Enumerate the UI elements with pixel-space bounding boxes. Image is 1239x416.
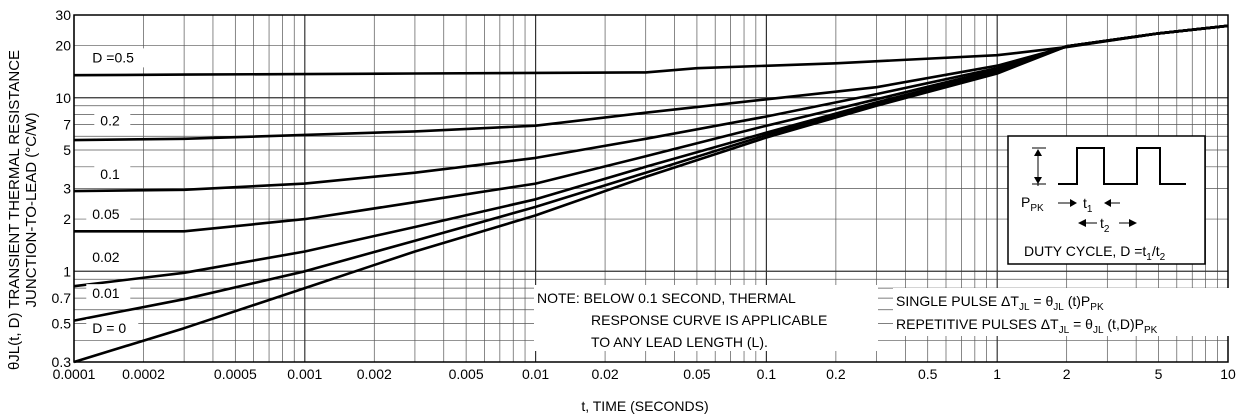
curves [73,24,1229,364]
series-label-1: 0.2 [100,113,120,129]
series-label-bg [86,319,139,339]
y-tick-label: 0.7 [52,290,72,306]
pulse-waveform [1058,147,1186,185]
y-tick-label: 2 [63,211,71,227]
series-line-6 [73,24,1229,364]
single-pulse-formula: SINGLE PULSE ΔTJL = θJL (t)PPK [896,293,1104,313]
duty-cycle-inset: PPK t1 t2 DUTY CYCLE, D =t1/t2 [1007,135,1206,265]
x-tick-label: 0.05 [683,366,710,382]
x-tick-label: 0.005 [449,366,484,382]
note-line2: RESPONSE CURVE IS APPLICABLE [591,312,827,328]
y-tick-label: 1 [63,263,71,279]
x-tick-label: 1 [993,366,1001,382]
x-tick-label: 2 [1063,366,1071,382]
t2-label: t2 [1100,215,1110,235]
t1-label: t1 [1083,195,1093,215]
y-axis-label: θJL(t, D) TRANSIENT THERMAL RESISTANCE J… [6,50,40,370]
series-label-4: 0.02 [92,249,119,265]
y-tick-label: 7 [63,117,71,133]
x-axis-label: t, TIME (SECONDS) [581,398,708,414]
t2-label-bg [1097,213,1119,231]
y-tick-labels: 0.3 0.5 0.7 1 2 3 5 7 10 20 30 [52,7,72,370]
x-tick-label: 0.0005 [214,366,257,382]
y-tick-label: 20 [55,38,71,54]
y-tick-label: 0.5 [52,316,72,332]
series-labels: D =0.5 0.2 0.1 0.05 0.02 0.01 D = 0 [86,48,147,339]
series-label-bg [86,248,131,268]
x-tick-label: 0.1 [757,366,777,382]
series-label-0: D =0.5 [92,49,134,65]
plot-frame [73,14,1229,363]
t1-arrowhead-left [1070,199,1077,207]
series-label-2: 0.1 [100,166,120,182]
y-tick-label: 5 [63,142,71,158]
formula-background [893,288,1229,336]
y-tick-label: 3 [63,181,71,197]
series-label-3: 0.05 [92,206,119,222]
series-label-6: D = 0 [92,320,126,336]
x-tick-label: 5 [1155,366,1163,382]
y-tick-label: 30 [55,7,71,23]
ppk-arrow-down [1034,177,1042,184]
y-axis-label-line2: JUNCTION-TO-LEAD (°C/W) [23,113,40,308]
t2-arrowhead-left [1078,219,1086,227]
note-annotation: NOTE: BELOW 0.1 SECOND, THERMAL RESPONSE… [534,285,878,351]
y-tick-label: 10 [55,90,71,106]
note-line3: TO ANY LEAD LENGTH (L). [591,334,768,350]
t2-arrowhead-right [1129,219,1137,227]
note-line1: NOTE: BELOW 0.1 SECOND, THERMAL [537,290,796,306]
x-tick-label: 0.002 [357,366,392,382]
duty-cycle-label: DUTY CYCLE, D =t1/t2 [1024,243,1166,263]
x-tick-label: 0.01 [522,366,549,382]
x-tick-label: 0.2 [826,366,846,382]
x-tick-label: 0.5 [918,366,938,382]
x-tick-label: 0.001 [287,366,322,382]
series-label-bg [86,284,131,304]
x-tick-label: 10 [1220,366,1236,382]
series-line-1 [73,24,1229,142]
ppk-arrow-up [1034,149,1042,156]
series-label-bg [86,48,147,68]
series-label-bg [86,205,131,225]
note-background [534,285,878,351]
ppk-label: PPK [1021,194,1044,214]
x-tick-labels: 0.0001 0.0002 0.0005 0.001 0.002 0.005 0.01 0.0… [53,366,1236,382]
series-label-5: 0.01 [92,285,119,301]
formula-annotation: SINGLE PULSE ΔTJL = θJL (t)PPK REPETITIV… [893,288,1229,336]
inset-frame [1007,135,1206,265]
x-tick-label: 0.0002 [122,366,165,382]
t1-arrowhead-right [1104,199,1111,207]
series-label-bg [94,165,131,185]
repetitive-pulses-formula: REPETITIVE PULSES ΔTJL = θJL (t,D)PPK [896,316,1158,336]
x-tick-label: 0.02 [591,366,618,382]
y-tick-label: 0.3 [52,354,72,370]
series-label-bg [94,111,131,131]
y-axis-label-line1: θJL(t, D) TRANSIENT THERMAL RESISTANCE [6,50,23,370]
x-tick-label: 0.0001 [53,366,96,382]
